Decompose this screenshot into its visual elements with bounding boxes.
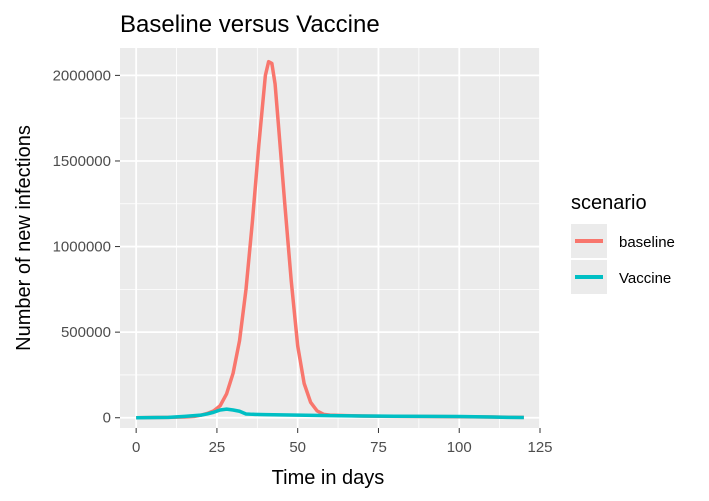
y-tick-label: 500000 (61, 324, 111, 341)
legend-label-vaccine: Vaccine (619, 270, 671, 287)
x-tick-label: 100 (447, 439, 472, 456)
y-tick-label: 0 (103, 410, 111, 427)
x-axis-title: Time in days (272, 467, 385, 489)
chart-title: Baseline versus Vaccine (120, 11, 380, 38)
x-tick-label: 25 (209, 439, 226, 456)
legend: scenario baseline Vaccine (571, 192, 675, 294)
series-layer (136, 59, 524, 420)
y-tick-label: 1500000 (53, 153, 111, 170)
y-tick-label: 1000000 (53, 239, 111, 256)
x-tick-label: 75 (370, 439, 387, 456)
plot-panel (120, 48, 540, 428)
ticks-layer: 0 25 50 75 100 125 0 500000 1000000 1500000 200000… (53, 67, 553, 456)
grid-minor (120, 48, 540, 428)
y-tick-label: 2000000 (53, 67, 111, 84)
x-tick-label: 125 (527, 439, 552, 456)
legend-title: scenario (571, 192, 647, 214)
grid-major (120, 48, 541, 428)
y-axis-title: Number of new infections (13, 125, 35, 351)
x-tick-label: 0 (132, 439, 140, 456)
x-tick-label: 50 (289, 439, 306, 456)
series-line-vaccine (136, 407, 524, 420)
legend-label-baseline: baseline (619, 234, 675, 251)
